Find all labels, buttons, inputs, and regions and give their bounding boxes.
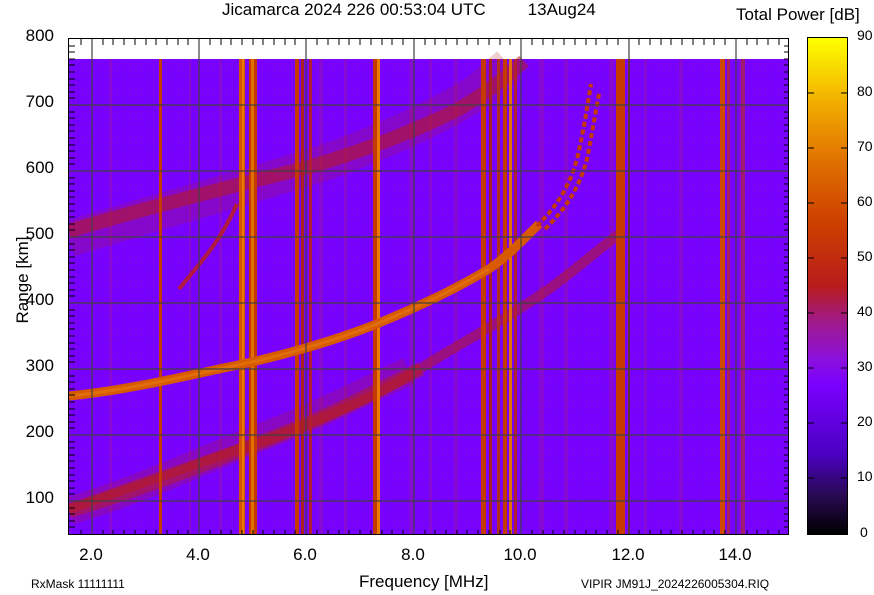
colorbar-tick-label: 60 bbox=[857, 193, 873, 209]
colorbar bbox=[807, 37, 848, 535]
grid-lines bbox=[69, 39, 788, 534]
x-tick-label: 4.0 bbox=[186, 545, 210, 564]
colorbar-tick-label: 30 bbox=[857, 358, 873, 374]
x-axis-title: Frequency [MHz] bbox=[359, 572, 489, 591]
colorbar-tick-label: 0 bbox=[860, 524, 868, 540]
ionogram-heatmap bbox=[69, 39, 788, 534]
x-tick-label: 10.0 bbox=[503, 545, 537, 564]
y-tick-label: 200 bbox=[25, 422, 54, 441]
interference-bands bbox=[159, 59, 745, 534]
colorbar-tick-label: 50 bbox=[857, 248, 873, 264]
x-tick-label: 12.0 bbox=[611, 545, 645, 564]
chart-title: Jicamarca 2024 226 00:53:04 UTC 13Aug24 bbox=[222, 0, 596, 20]
chart-title-station-time: Jicamarca 2024 226 00:53:04 UTC bbox=[222, 0, 486, 19]
y-tick-label: 300 bbox=[25, 356, 54, 375]
y-tick-label: 600 bbox=[25, 158, 54, 177]
colorbar-tick-label: 70 bbox=[857, 138, 873, 154]
colorbar-title: Total Power [dB] bbox=[736, 5, 860, 24]
y-tick-label: 800 bbox=[25, 26, 54, 45]
colorbar-tick-label: 80 bbox=[857, 83, 873, 99]
chart-title-date: 13Aug24 bbox=[527, 0, 596, 19]
x-tick-label: 2.0 bbox=[79, 545, 103, 564]
colorbar-ticks bbox=[808, 92, 847, 479]
y-tick-label: 500 bbox=[25, 224, 54, 243]
colorbar-tick-label: 10 bbox=[857, 468, 873, 484]
file-name-label: VIPIR JM91J_2024226005304.RIQ bbox=[581, 577, 770, 591]
ionogram-plot-area bbox=[68, 38, 789, 535]
rxmask-label: RxMask 11111111 bbox=[31, 577, 125, 591]
colorbar-tick-label: 90 bbox=[857, 27, 873, 43]
x-tick-label: 14.0 bbox=[718, 545, 752, 564]
colorbar-tick-label: 20 bbox=[857, 413, 873, 429]
x-tick-label: 8.0 bbox=[401, 545, 425, 564]
axis-ticks bbox=[69, 39, 788, 534]
y-tick-label: 700 bbox=[25, 92, 54, 111]
y-tick-label: 100 bbox=[25, 488, 54, 507]
y-tick-label: 400 bbox=[25, 290, 54, 309]
x-tick-label: 6.0 bbox=[293, 545, 317, 564]
colorbar-tick-label: 40 bbox=[857, 303, 873, 319]
y-axis-title: Range [km] bbox=[13, 236, 32, 324]
